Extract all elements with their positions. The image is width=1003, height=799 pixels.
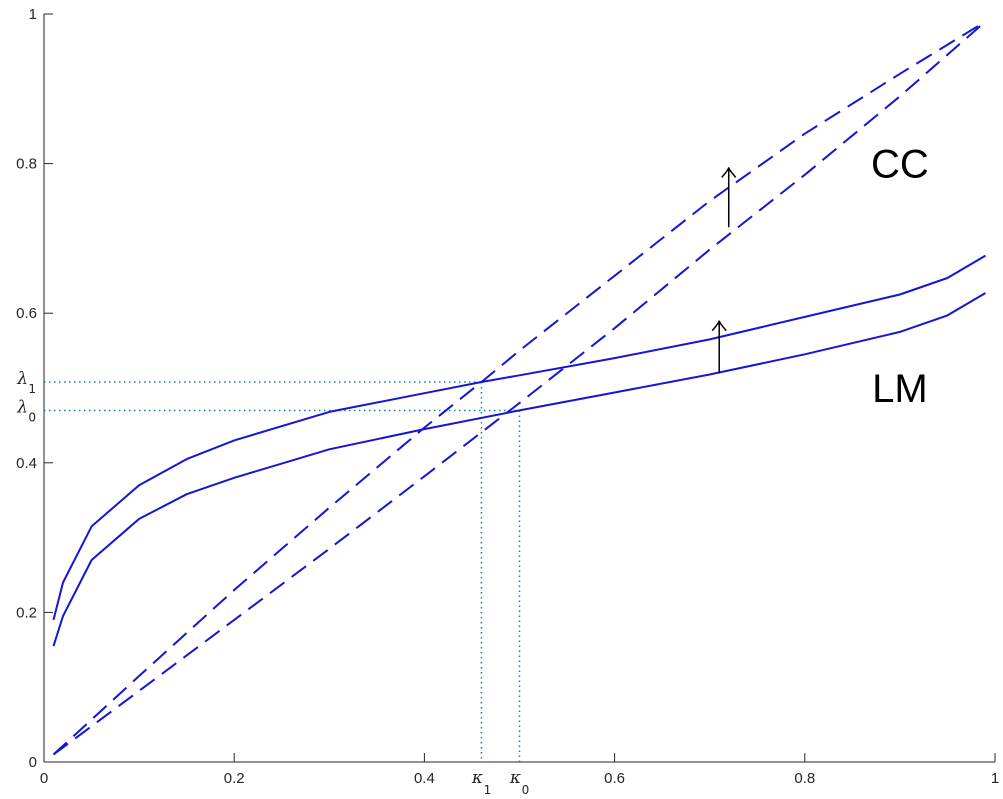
- x-tick-label: 1: [991, 770, 999, 787]
- kappa-label: κ: [509, 768, 521, 788]
- axes: 0 0.2 0.4 0.6 0.8 1 0 0.2 0.4 0.6 0.8 1: [16, 6, 999, 787]
- kappa-subscript: 0: [522, 783, 530, 797]
- shift-arrow-head: [711, 320, 727, 332]
- y-tick-label: 0.4: [16, 455, 37, 472]
- x-tick-label: 0.2: [224, 770, 245, 787]
- x-tick-label: 0.8: [794, 770, 815, 787]
- kappa-label: κ: [471, 768, 483, 788]
- kappa-subscript: 1: [484, 783, 492, 797]
- lambda-subscript: 1: [28, 382, 36, 396]
- lambda-subscript: 0: [28, 410, 36, 424]
- lambda-label: λ: [16, 369, 28, 389]
- curve-label-cc: CC: [871, 143, 929, 187]
- curve-label-lm: LM: [872, 367, 928, 411]
- y-tick-label: 0: [29, 754, 37, 771]
- lm-curve-3: [52, 292, 987, 647]
- lm-curve-2: [52, 254, 987, 621]
- cc-curve-1: [52, 20, 987, 756]
- lambda-label: λ: [16, 397, 28, 417]
- equilibrium-guides: [44, 381, 521, 762]
- y-tick-label: 0.6: [16, 305, 37, 322]
- cc-curve-0: [52, 20, 987, 756]
- y-tick-label: 0.8: [16, 156, 37, 173]
- shift-arrow-head: [721, 167, 737, 178]
- x-tick-label: 0.6: [604, 770, 625, 787]
- y-tick-label: 1: [29, 6, 37, 23]
- y-tick-label: 0.2: [16, 604, 37, 621]
- curves: [52, 20, 987, 756]
- x-tick-label: 0.4: [414, 770, 435, 787]
- x-tick-label: 0: [40, 770, 48, 787]
